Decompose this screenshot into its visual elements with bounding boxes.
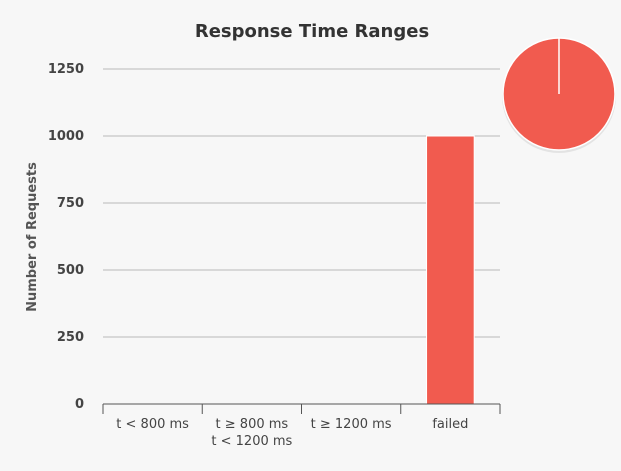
x-axis: [102, 403, 501, 414]
x-tick-label: t ≥ 1200 ms: [311, 417, 392, 432]
y-tick-label: 750: [57, 196, 84, 211]
x-tick-label: failed: [432, 417, 468, 432]
y-tick-labels: 0 250 500 750 1000 1250: [48, 62, 84, 412]
bar: [426, 135, 475, 405]
y-tick-label: 0: [75, 397, 84, 412]
y-tick-label: 1000: [48, 129, 84, 144]
x-tick-label: t < 800 ms: [116, 417, 189, 432]
y-tick-label: 500: [57, 263, 84, 278]
y-tick-label: 1250: [48, 62, 84, 77]
x-tick-label: t < 1200 ms: [211, 434, 292, 449]
y-axis-label: Number of Requests: [25, 162, 40, 312]
bars: [426, 135, 475, 405]
x-tick-label: t ≥ 800 ms: [216, 417, 289, 432]
y-tick-label: 250: [57, 330, 84, 345]
x-tick-labels: t < 800 ms t ≥ 800 ms t < 1200 ms t ≥ 1200 …: [116, 417, 468, 449]
chart-title: Response Time Ranges: [195, 21, 429, 42]
pie-chart: [502, 37, 616, 153]
